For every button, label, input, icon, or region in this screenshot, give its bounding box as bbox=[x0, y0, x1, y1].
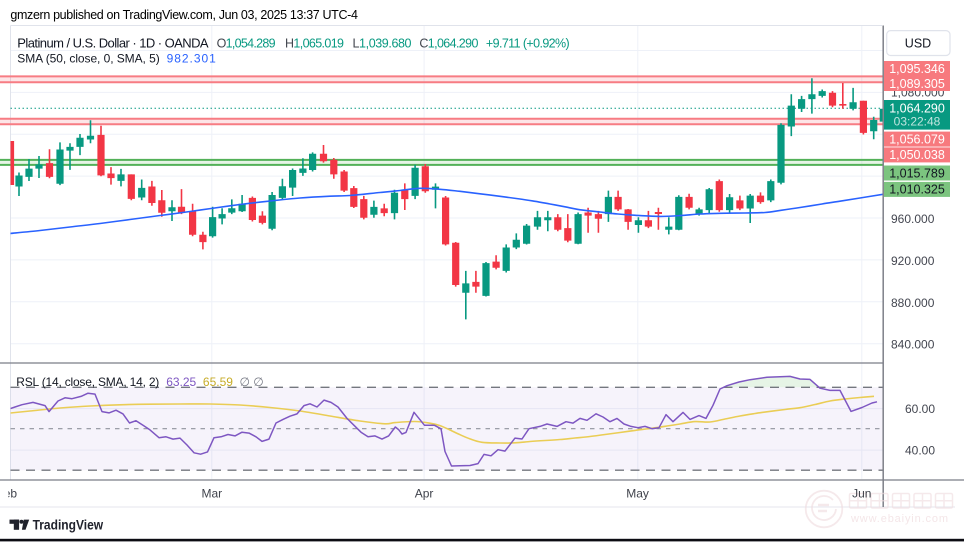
svg-text:H1,065.019: H1,065.019 bbox=[285, 37, 344, 51]
svg-text:880.000: 880.000 bbox=[891, 296, 935, 310]
svg-text:Jun: Jun bbox=[852, 487, 871, 501]
svg-text:L1,039.680: L1,039.680 bbox=[353, 37, 412, 51]
svg-text:∅ ∅: ∅ ∅ bbox=[240, 375, 264, 389]
svg-text:Apr: Apr bbox=[415, 487, 434, 501]
svg-text:May: May bbox=[626, 487, 649, 501]
svg-text:982.301: 982.301 bbox=[167, 52, 217, 66]
svg-text:gmzern published on TradingVie: gmzern published on TradingView.com, Jun… bbox=[10, 8, 358, 22]
svg-text:Platinum / U.S. Dollar · 1D ·: Platinum / U.S. Dollar · 1D · OANDA bbox=[17, 36, 209, 51]
svg-text:960.000: 960.000 bbox=[891, 212, 935, 226]
svg-text:1,010.325: 1,010.325 bbox=[889, 183, 945, 197]
svg-text:03:22:48: 03:22:48 bbox=[894, 114, 941, 128]
svg-text:63.25: 63.25 bbox=[166, 375, 196, 389]
svg-text:TradingView: TradingView bbox=[33, 517, 104, 533]
svg-text:C1,064.290: C1,064.290 bbox=[419, 37, 478, 51]
svg-text:www.ebaiyin.com: www.ebaiyin.com bbox=[850, 513, 948, 525]
svg-text:65.59: 65.59 bbox=[203, 375, 233, 389]
svg-text:920.000: 920.000 bbox=[891, 254, 935, 268]
svg-text:RSL (14, close, SMA, 14, 2): RSL (14, close, SMA, 14, 2) bbox=[16, 375, 159, 389]
svg-text:1,064.290: 1,064.290 bbox=[889, 102, 945, 116]
svg-text:40.00: 40.00 bbox=[905, 443, 935, 457]
svg-text:+9.711 (+0.92%): +9.711 (+0.92%) bbox=[486, 37, 570, 51]
svg-text:SMA (50, close, 0, SMA, 5): SMA (50, close, 0, SMA, 5) bbox=[17, 52, 159, 66]
svg-text:1,095.346: 1,095.346 bbox=[889, 62, 945, 76]
svg-text:60.00: 60.00 bbox=[905, 402, 935, 416]
svg-text:USD: USD bbox=[905, 36, 931, 50]
svg-text:1,089.305: 1,089.305 bbox=[889, 77, 945, 91]
svg-text:O1,054.289: O1,054.289 bbox=[217, 37, 276, 51]
svg-text:840.000: 840.000 bbox=[891, 338, 935, 352]
svg-text:1,056.079: 1,056.079 bbox=[889, 132, 945, 146]
svg-text:Mar: Mar bbox=[201, 487, 222, 501]
svg-text:1,015.789: 1,015.789 bbox=[889, 166, 945, 180]
svg-text:Feb: Feb bbox=[0, 487, 17, 501]
svg-text:1,050.038: 1,050.038 bbox=[889, 148, 945, 162]
